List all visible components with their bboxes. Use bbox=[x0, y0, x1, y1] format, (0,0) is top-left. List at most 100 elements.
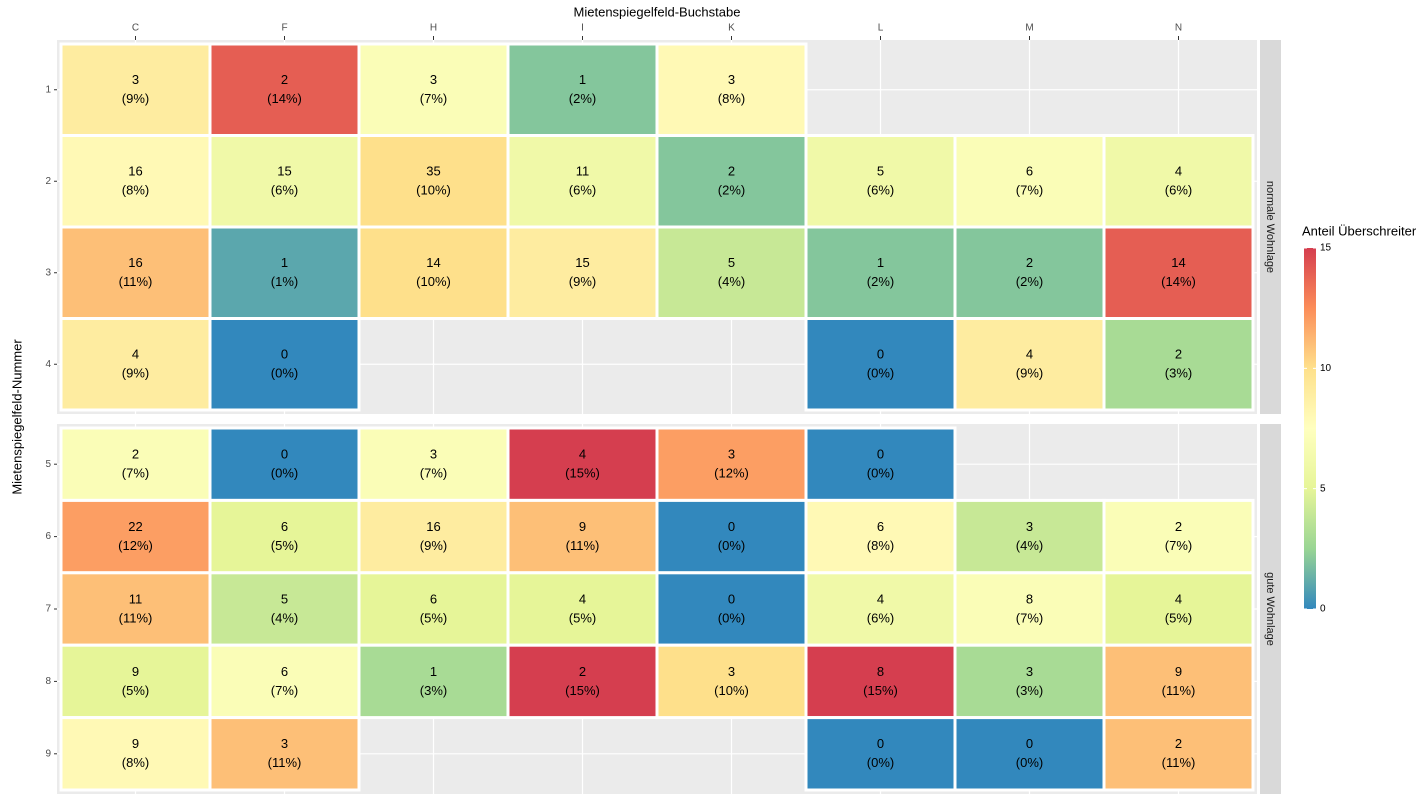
tile-share: (9%) bbox=[420, 538, 447, 553]
tile bbox=[655, 498, 808, 575]
tile-count: 15 bbox=[575, 255, 589, 270]
tile bbox=[59, 426, 212, 502]
tile-count: 3 bbox=[1026, 664, 1033, 679]
tile-count: 6 bbox=[281, 519, 288, 534]
tile-count: 1 bbox=[579, 72, 586, 87]
tile-share: (10%) bbox=[416, 183, 451, 198]
tile-count: 22 bbox=[128, 519, 142, 534]
tile bbox=[953, 716, 1106, 792]
tile-share: (15%) bbox=[565, 683, 600, 698]
tile-share: (3%) bbox=[1016, 683, 1043, 698]
tile bbox=[357, 643, 510, 720]
y-tick-label: 9 bbox=[45, 748, 51, 759]
tile bbox=[804, 426, 957, 502]
tile bbox=[1102, 571, 1255, 647]
tile-count: 6 bbox=[877, 519, 884, 534]
y-tick-label: 3 bbox=[45, 267, 51, 278]
tile-share: (6%) bbox=[569, 183, 596, 198]
tile bbox=[59, 716, 212, 792]
tile bbox=[357, 426, 510, 502]
tile-count: 5 bbox=[877, 164, 884, 179]
tile bbox=[59, 317, 212, 412]
tile-share: (7%) bbox=[420, 466, 447, 481]
tile-count: 9 bbox=[132, 664, 139, 679]
legend-title: Anteil Überschreiter bbox=[1302, 223, 1417, 238]
tile-count: 2 bbox=[1175, 736, 1182, 751]
tile bbox=[1102, 643, 1255, 720]
tile-share: (10%) bbox=[714, 683, 749, 698]
tile bbox=[357, 225, 510, 320]
tile-count: 4 bbox=[877, 591, 884, 606]
tile bbox=[655, 426, 808, 502]
tile-share: (7%) bbox=[271, 683, 298, 698]
tile-count: 4 bbox=[1175, 164, 1182, 179]
y-tick-label: 5 bbox=[45, 459, 51, 470]
tile bbox=[59, 498, 212, 575]
tile-count: 16 bbox=[426, 519, 440, 534]
tile-share: (9%) bbox=[569, 274, 596, 289]
tile-share: (1%) bbox=[271, 274, 298, 289]
tile bbox=[1102, 498, 1255, 575]
x-tick-label: M bbox=[1025, 23, 1033, 34]
tile-share: (5%) bbox=[420, 610, 447, 625]
tile bbox=[655, 225, 808, 320]
colorbar-tick-label: 10 bbox=[1320, 363, 1332, 374]
tile-share: (0%) bbox=[867, 466, 894, 481]
tile-count: 1 bbox=[430, 664, 437, 679]
tile-share: (8%) bbox=[122, 755, 149, 770]
tile-share: (15%) bbox=[565, 466, 600, 481]
tile-share: (7%) bbox=[122, 466, 149, 481]
tile-count: 8 bbox=[1026, 591, 1033, 606]
tile-count: 2 bbox=[132, 447, 139, 462]
tile-count: 3 bbox=[430, 72, 437, 87]
tile-share: (3%) bbox=[1165, 366, 1192, 381]
tile bbox=[1102, 134, 1255, 229]
tile-count: 0 bbox=[877, 447, 884, 462]
tile-count: 6 bbox=[281, 664, 288, 679]
colorbar bbox=[1304, 248, 1316, 609]
tile bbox=[59, 42, 212, 137]
tile-share: (2%) bbox=[569, 91, 596, 106]
tile bbox=[208, 134, 361, 229]
tile-share: (7%) bbox=[1165, 538, 1192, 553]
tile-share: (0%) bbox=[1016, 755, 1043, 770]
tile-count: 4 bbox=[1175, 591, 1182, 606]
tile-count: 14 bbox=[1171, 255, 1185, 270]
tile-count: 2 bbox=[579, 664, 586, 679]
tile bbox=[357, 42, 510, 137]
tile-share: (2%) bbox=[718, 183, 745, 198]
tile bbox=[953, 134, 1106, 229]
tile bbox=[655, 134, 808, 229]
tile-share: (11%) bbox=[1162, 755, 1196, 770]
tile-share: (2%) bbox=[1016, 274, 1043, 289]
y-tick-label: 2 bbox=[45, 176, 51, 187]
colorbar-tick-label: 15 bbox=[1320, 243, 1332, 254]
tile bbox=[1102, 716, 1255, 792]
tile bbox=[1102, 225, 1255, 320]
tile-count: 3 bbox=[281, 736, 288, 751]
tile-count: 1 bbox=[877, 255, 884, 270]
tile-share: (9%) bbox=[122, 91, 149, 106]
tile-share: (7%) bbox=[420, 91, 447, 106]
tile-share: (8%) bbox=[122, 183, 149, 198]
tile-share: (0%) bbox=[867, 755, 894, 770]
tile-share: (0%) bbox=[718, 610, 745, 625]
tile-count: 16 bbox=[128, 164, 142, 179]
tile-count: 2 bbox=[1026, 255, 1033, 270]
tile bbox=[655, 42, 808, 137]
tile bbox=[804, 716, 957, 792]
tile-count: 6 bbox=[1026, 164, 1033, 179]
tile-count: 5 bbox=[281, 591, 288, 606]
tile-share: (5%) bbox=[271, 538, 298, 553]
tile-share: (11%) bbox=[119, 610, 153, 625]
tile-share: (6%) bbox=[1165, 183, 1192, 198]
tile-count: 0 bbox=[1026, 736, 1033, 751]
tile-share: (8%) bbox=[718, 91, 745, 106]
x-tick-label: H bbox=[430, 23, 437, 34]
y-tick-label: 1 bbox=[45, 84, 51, 95]
tile bbox=[655, 571, 808, 647]
x-axis-title: Mietenspiegelfeld-Buchstabe bbox=[574, 4, 741, 19]
x-tick-label: N bbox=[1175, 23, 1182, 34]
y-axis-title: Mietenspiegelfeld-Nummer bbox=[9, 339, 24, 495]
tile-count: 35 bbox=[426, 164, 440, 179]
